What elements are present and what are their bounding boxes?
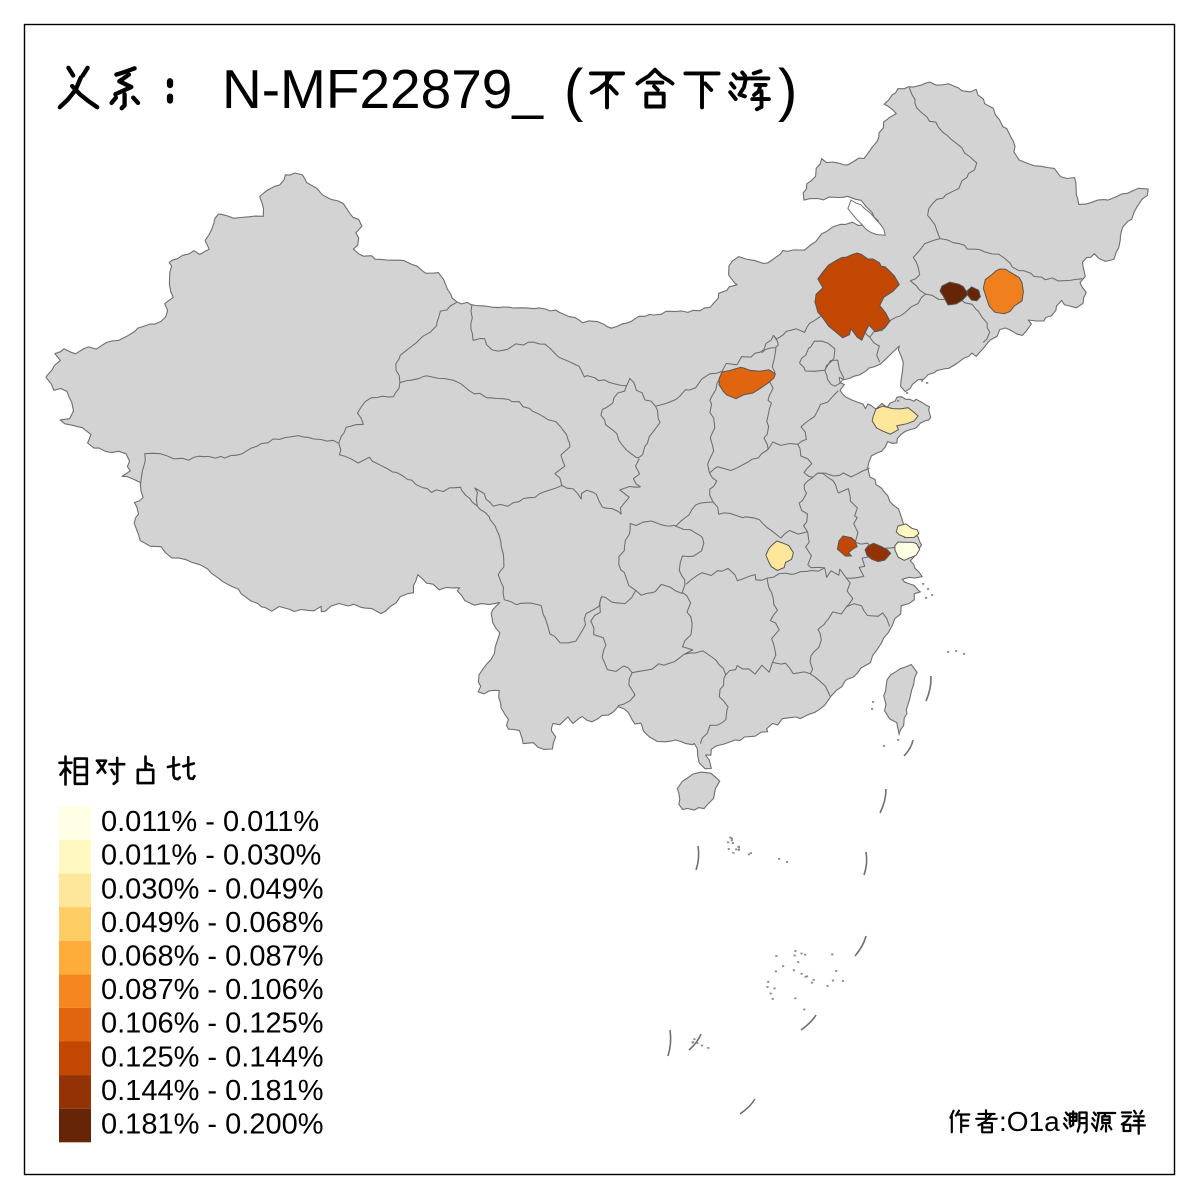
svg-text::O1a: :O1a	[999, 1106, 1060, 1137]
svg-text:0.181% - 0.200%: 0.181% - 0.200%	[101, 1109, 323, 1141]
svg-text:0.106% - 0.125%: 0.106% - 0.125%	[101, 1008, 323, 1040]
svg-text:0.011% - 0.030%: 0.011% - 0.030%	[101, 840, 321, 872]
svg-text:0.068% - 0.087%: 0.068% - 0.087%	[101, 941, 323, 973]
svg-text:0.049% - 0.068%: 0.049% - 0.068%	[101, 907, 323, 939]
svg-text:): )	[778, 58, 797, 123]
svg-text:0.125% - 0.144%: 0.125% - 0.144%	[101, 1041, 323, 1073]
svg-text:0.144% - 0.181%: 0.144% - 0.181%	[101, 1075, 323, 1107]
svg-text:N-MF22879_: N-MF22879_	[222, 58, 544, 120]
svg-text:(: (	[564, 58, 583, 123]
svg-text:0.030% - 0.049%: 0.030% - 0.049%	[101, 873, 323, 905]
svg-text:0.087% - 0.106%: 0.087% - 0.106%	[101, 974, 323, 1006]
svg-text:0.011% - 0.011%: 0.011% - 0.011%	[101, 806, 319, 838]
